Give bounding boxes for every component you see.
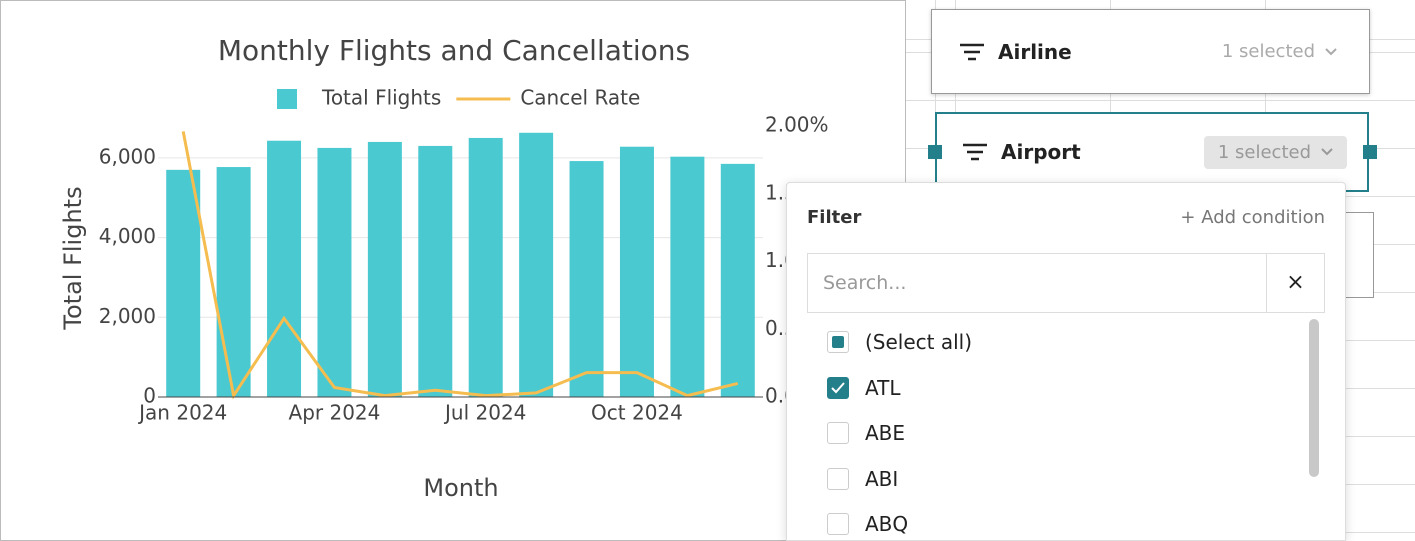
option-label: (Select all) — [865, 330, 973, 354]
filter-dropdown: Filter + Add condition Search... × (Sele… — [786, 182, 1346, 541]
bar — [569, 161, 604, 397]
x-tick-label: Jan 2024 — [137, 401, 227, 425]
legend-label: Total Flights — [321, 86, 441, 110]
bar — [670, 156, 705, 397]
resize-handle[interactable] — [928, 145, 942, 159]
x-tick-label: Jul 2024 — [443, 401, 526, 425]
y-tick-label: 0 — [143, 384, 156, 408]
option[interactable]: (Select all) — [827, 330, 972, 354]
filter-status[interactable]: 1 selected — [1208, 35, 1351, 68]
bar — [468, 137, 503, 398]
search-box: Search... × — [807, 253, 1325, 313]
checkbox[interactable] — [827, 513, 849, 535]
scrollbar[interactable] — [1309, 319, 1319, 477]
checkbox[interactable] — [827, 422, 849, 444]
add-condition[interactable]: + Add condition — [1180, 207, 1325, 228]
search-input[interactable]: Search... — [808, 254, 1267, 312]
checkbox[interactable] — [827, 376, 849, 399]
y-axis-title: Total Flights — [59, 186, 87, 330]
filter-card[interactable]: Airline 1 selected — [931, 9, 1370, 94]
legend-swatch — [277, 89, 297, 109]
option-label: ATL — [865, 375, 901, 400]
option[interactable]: ABI — [827, 467, 898, 491]
status-text: 1 selected — [1221, 41, 1315, 62]
chevron — [1321, 148, 1333, 156]
y-tick-label: 4,000 — [99, 224, 156, 248]
checkbox[interactable] — [827, 467, 849, 490]
filter-card-selected[interactable]: Airport 1 selected — [935, 112, 1369, 192]
dropdown-title: Filter — [807, 207, 862, 228]
x-axis-title: Month — [423, 474, 498, 502]
option[interactable]: ABE — [827, 421, 905, 445]
filter-status[interactable]: 1 selected — [1203, 135, 1347, 169]
filter-label: Airline — [998, 39, 1072, 64]
bar — [166, 169, 201, 397]
option-label: ABE — [865, 421, 906, 445]
resize-handle[interactable] — [1363, 145, 1377, 159]
filter-icon — [960, 43, 984, 60]
chart-title: Monthly Flights and Cancellations — [218, 34, 690, 67]
bar — [367, 141, 402, 397]
bar — [267, 140, 302, 397]
clear-button[interactable]: × — [1286, 270, 1305, 295]
bar — [519, 132, 554, 397]
bar — [317, 147, 352, 397]
legend-label: Cancel Rate — [520, 86, 640, 110]
option[interactable]: ABQ — [827, 512, 908, 536]
status-text: 1 selected — [1217, 141, 1311, 163]
filter-icon — [963, 143, 987, 161]
chevron — [1325, 47, 1337, 55]
check-mark — [831, 381, 845, 393]
filter-label: Airport — [1001, 140, 1081, 164]
partial-mark — [832, 336, 844, 348]
bar — [418, 145, 453, 397]
checkbox[interactable] — [827, 331, 849, 353]
x-tick-label: Apr 2024 — [289, 401, 381, 425]
y-tick-label: 6,000 — [99, 144, 156, 168]
y2-tick-label: 2.00% — [765, 113, 829, 137]
option-label: ABI — [865, 466, 899, 491]
chart: Monthly Flights and Cancellations Month … — [0, 0, 906, 541]
option[interactable]: ATL — [827, 376, 901, 400]
bar — [216, 167, 251, 397]
bar — [720, 163, 755, 397]
x-tick-label: Oct 2024 — [591, 401, 683, 425]
bar — [619, 146, 654, 397]
line — [181, 131, 739, 400]
y-tick-label: 2,000 — [99, 304, 156, 328]
option-label: ABQ — [865, 512, 909, 536]
